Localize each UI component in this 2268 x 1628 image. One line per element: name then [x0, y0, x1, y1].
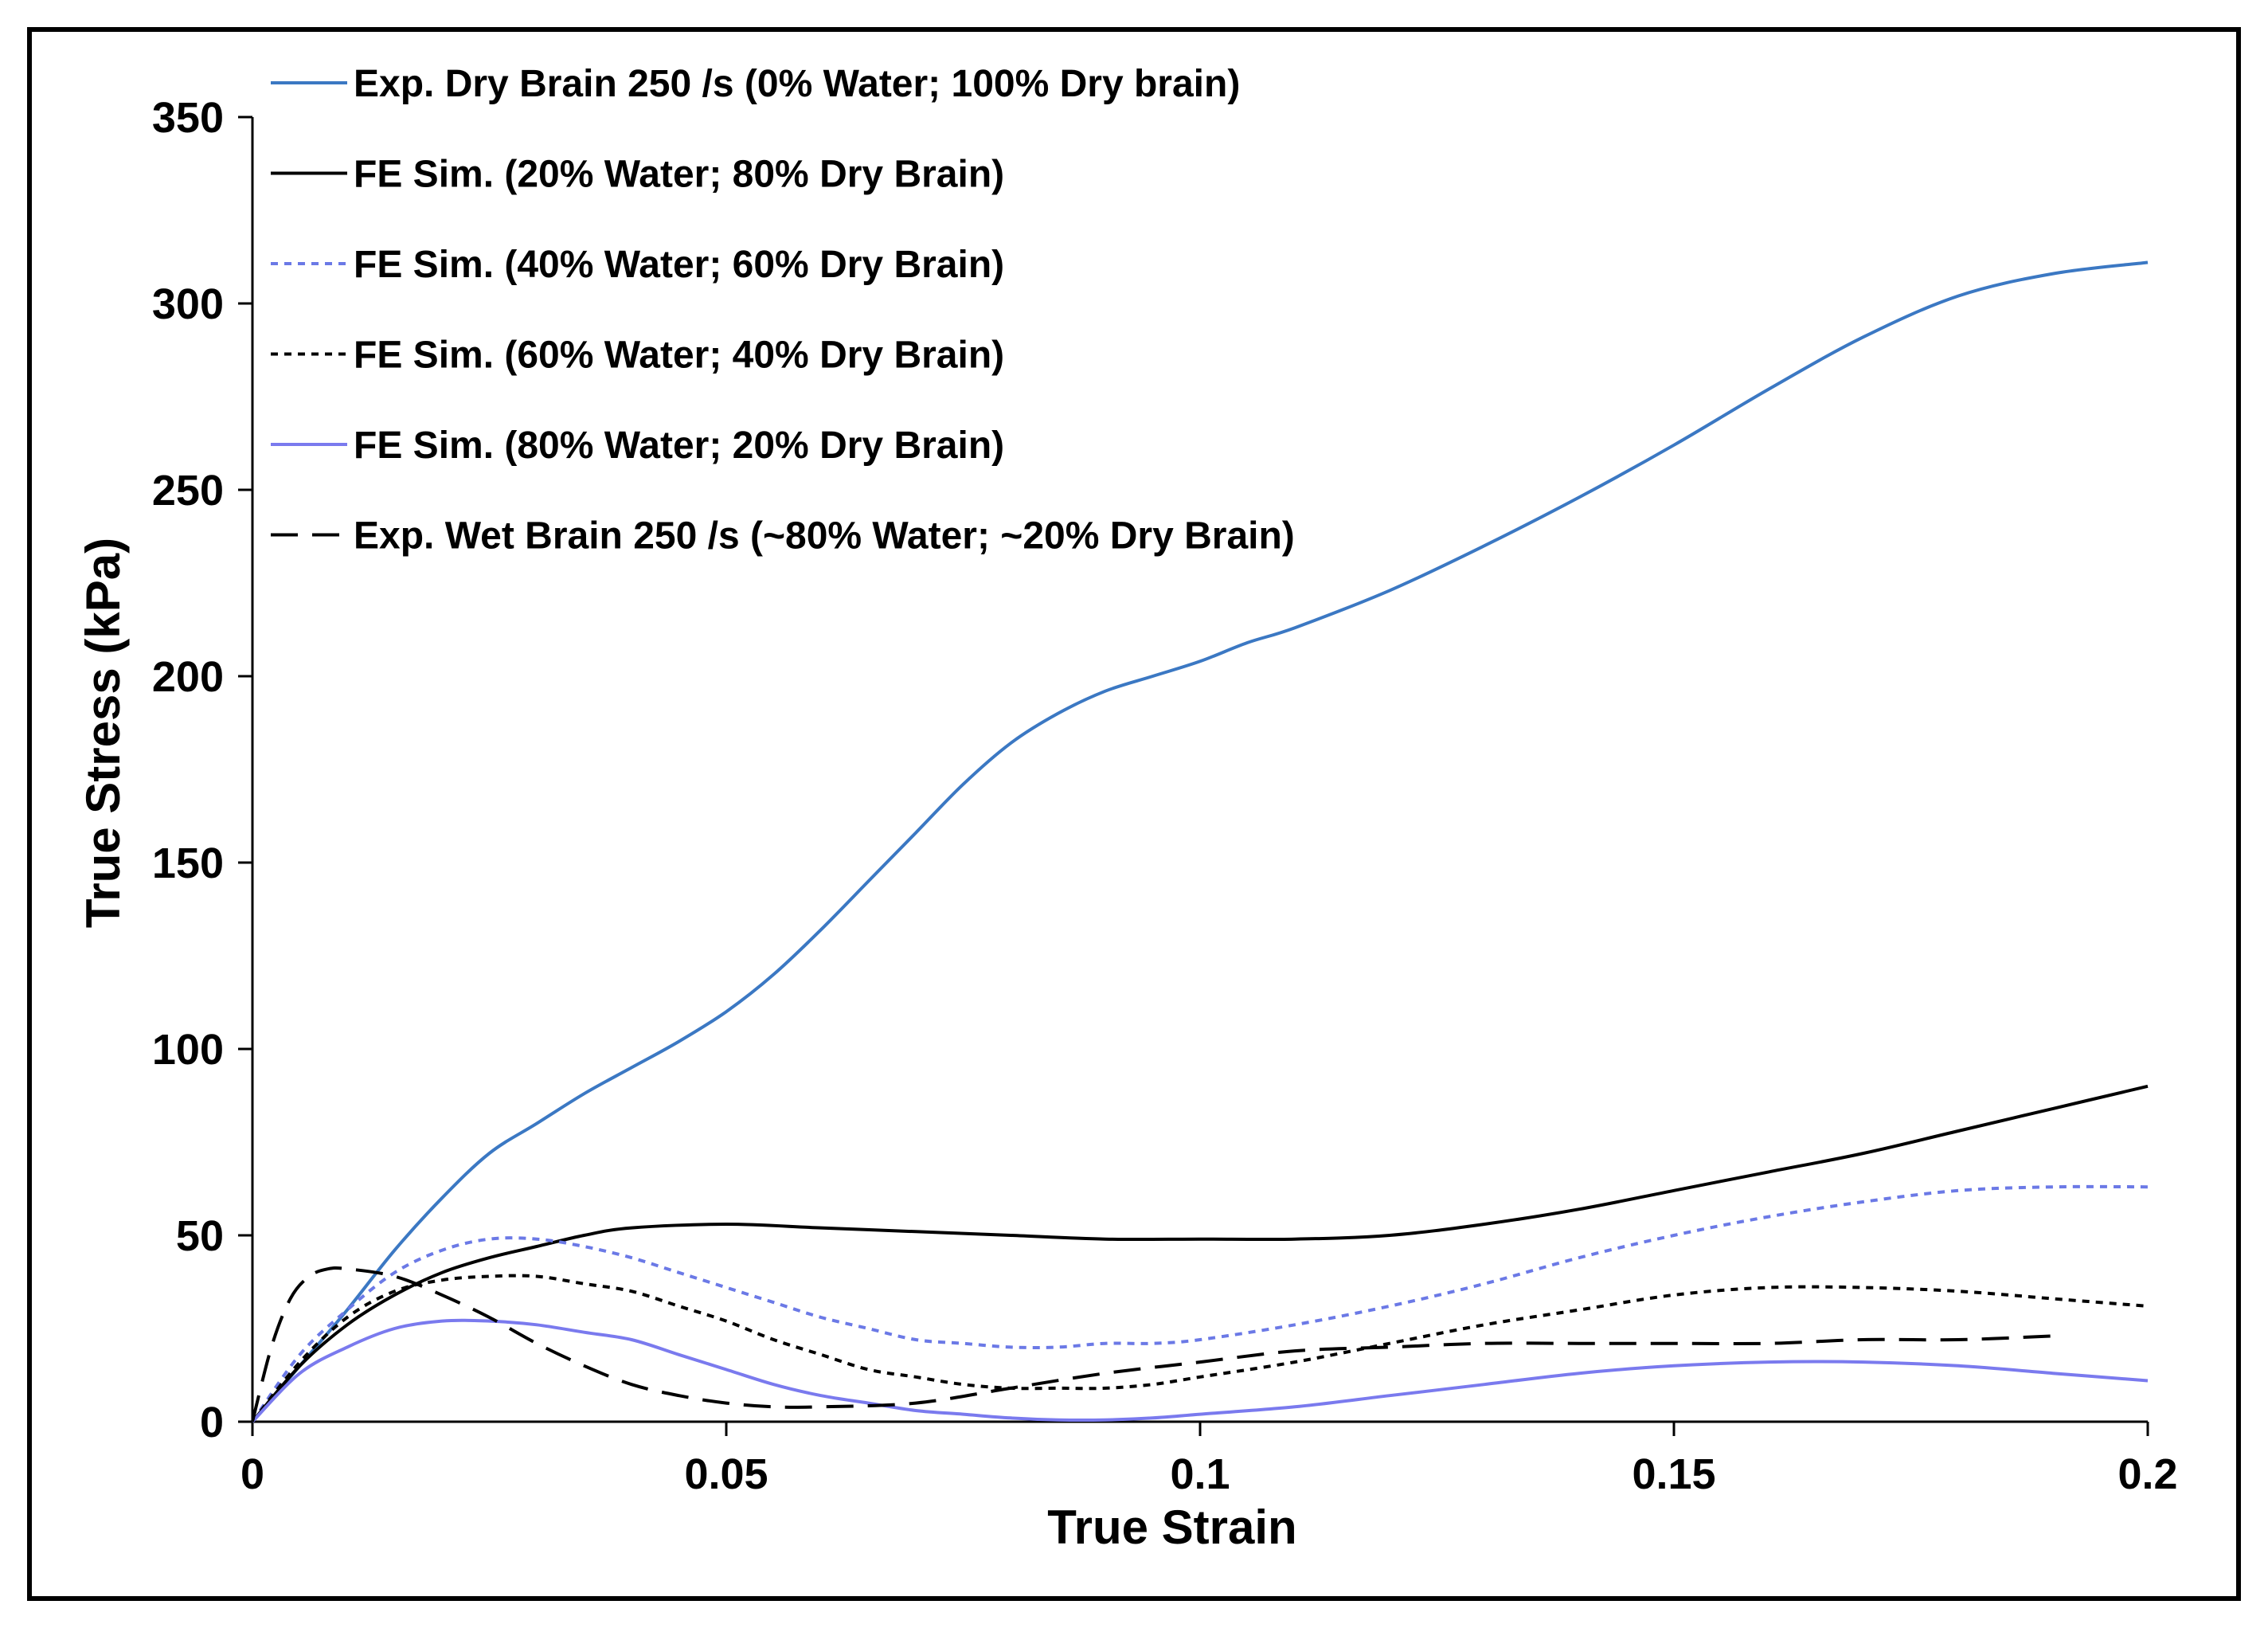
series-dry-brain-exp-line — [251, 260, 2149, 1423]
x-tick-label: 0 — [240, 1450, 264, 1498]
legend-label: Exp. Dry Brain 250 /s (0% Water; 100% Dr… — [354, 63, 1240, 105]
legend: Exp. Dry Brain 250 /s (0% Water; 100% Dr… — [271, 63, 1295, 558]
chart-frame: 0 50 100 150 200 250 300 350 0 0.05 0.1 0.15 0.2 Exp… — [27, 27, 2241, 1601]
y-tick-label: 0 — [200, 1399, 224, 1446]
axes: 0 50 100 150 200 250 300 350 0 0.05 0.1 0.15 0.2 — [152, 94, 2178, 1498]
x-axis-title: True Strain — [1047, 1501, 1296, 1554]
x-tick-label: 0.1 — [1170, 1450, 1230, 1498]
y-tick-label: 100 — [152, 1026, 224, 1074]
y-tick-label: 200 — [152, 653, 224, 701]
y-axis-title: True Stress (kPa) — [76, 538, 130, 928]
legend-label: Exp. Wet Brain 250 /s (~80% Water; ~20% … — [354, 515, 1295, 558]
legend-label: FE Sim. (80% Water; 20% Dry Brain) — [354, 425, 1004, 467]
series-wet-brain-exp-line — [251, 1266, 2054, 1423]
series-fe-80-water-line — [251, 1318, 2149, 1423]
series-fe-20-water-line — [251, 1084, 2149, 1423]
stress-strain-chart: 0 50 100 150 200 250 300 350 0 0.05 0.1 0.15 0.2 Exp… — [76, 63, 2178, 1554]
x-tick-label: 0.2 — [2117, 1450, 2177, 1498]
y-tick-label: 300 — [152, 280, 224, 328]
series-layer — [251, 260, 2149, 1423]
legend-label: FE Sim. (20% Water; 80% Dry Brain) — [354, 154, 1004, 196]
y-tick-label: 150 — [152, 839, 224, 887]
x-tick-label: 0.15 — [1632, 1450, 1715, 1498]
y-tick-label: 50 — [176, 1212, 224, 1260]
x-tick-label: 0.05 — [684, 1450, 768, 1498]
series-fe-40-water-line — [251, 1184, 2149, 1423]
legend-label: FE Sim. (60% Water; 40% Dry Brain) — [354, 335, 1004, 377]
legend-label: FE Sim. (40% Water; 60% Dry Brain) — [354, 244, 1004, 286]
series-fe-60-water-line — [251, 1274, 2149, 1423]
y-tick-label: 350 — [152, 94, 224, 142]
y-tick-label: 250 — [152, 467, 224, 515]
